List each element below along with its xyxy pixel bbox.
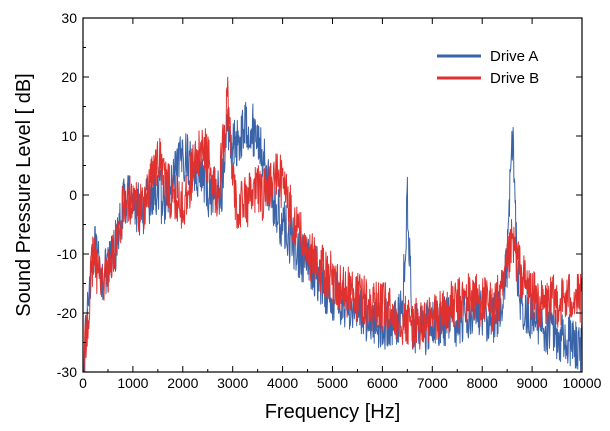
x-tick-label: 5000	[317, 375, 348, 391]
x-tick-label: 6000	[367, 375, 398, 391]
y-tick-label: 0	[69, 187, 77, 203]
x-tick-label: 0	[79, 375, 87, 391]
x-axis-title: Frequency [Hz]	[265, 401, 401, 423]
x-tick-label: 9000	[517, 375, 548, 391]
x-tick-label: 8000	[467, 375, 498, 391]
x-tick-label: 7000	[417, 375, 448, 391]
x-tick-label: 4000	[267, 375, 298, 391]
y-axis-ticks: -30 -20 -10 0 10 20 30	[57, 10, 582, 380]
y-tick-label: 20	[61, 69, 77, 85]
x-axis-ticks: 0 1000 2000 3000 4000 5000 6000 7000 8000 9000 100…	[79, 18, 602, 391]
y-tick-label: -20	[57, 305, 77, 321]
legend-label: Drive A	[490, 48, 538, 65]
x-tick-label: 1000	[117, 375, 148, 391]
y-axis-title: Sound Pressure Level [ dB]	[13, 73, 35, 316]
x-tick-label: 10000	[563, 375, 602, 391]
y-tick-label: -30	[57, 364, 77, 380]
y-tick-label: 30	[61, 10, 77, 26]
series-line-drive-b	[83, 76, 583, 373]
y-tick-label: 10	[61, 128, 77, 144]
x-tick-label: 2000	[167, 375, 198, 391]
series-layer	[83, 76, 583, 373]
y-tick-label: -10	[57, 246, 77, 262]
series-line-drive-a	[83, 101, 583, 373]
x-tick-label: 3000	[217, 375, 248, 391]
legend: Drive A Drive B	[437, 48, 539, 87]
legend-label: Drive B	[490, 70, 539, 87]
